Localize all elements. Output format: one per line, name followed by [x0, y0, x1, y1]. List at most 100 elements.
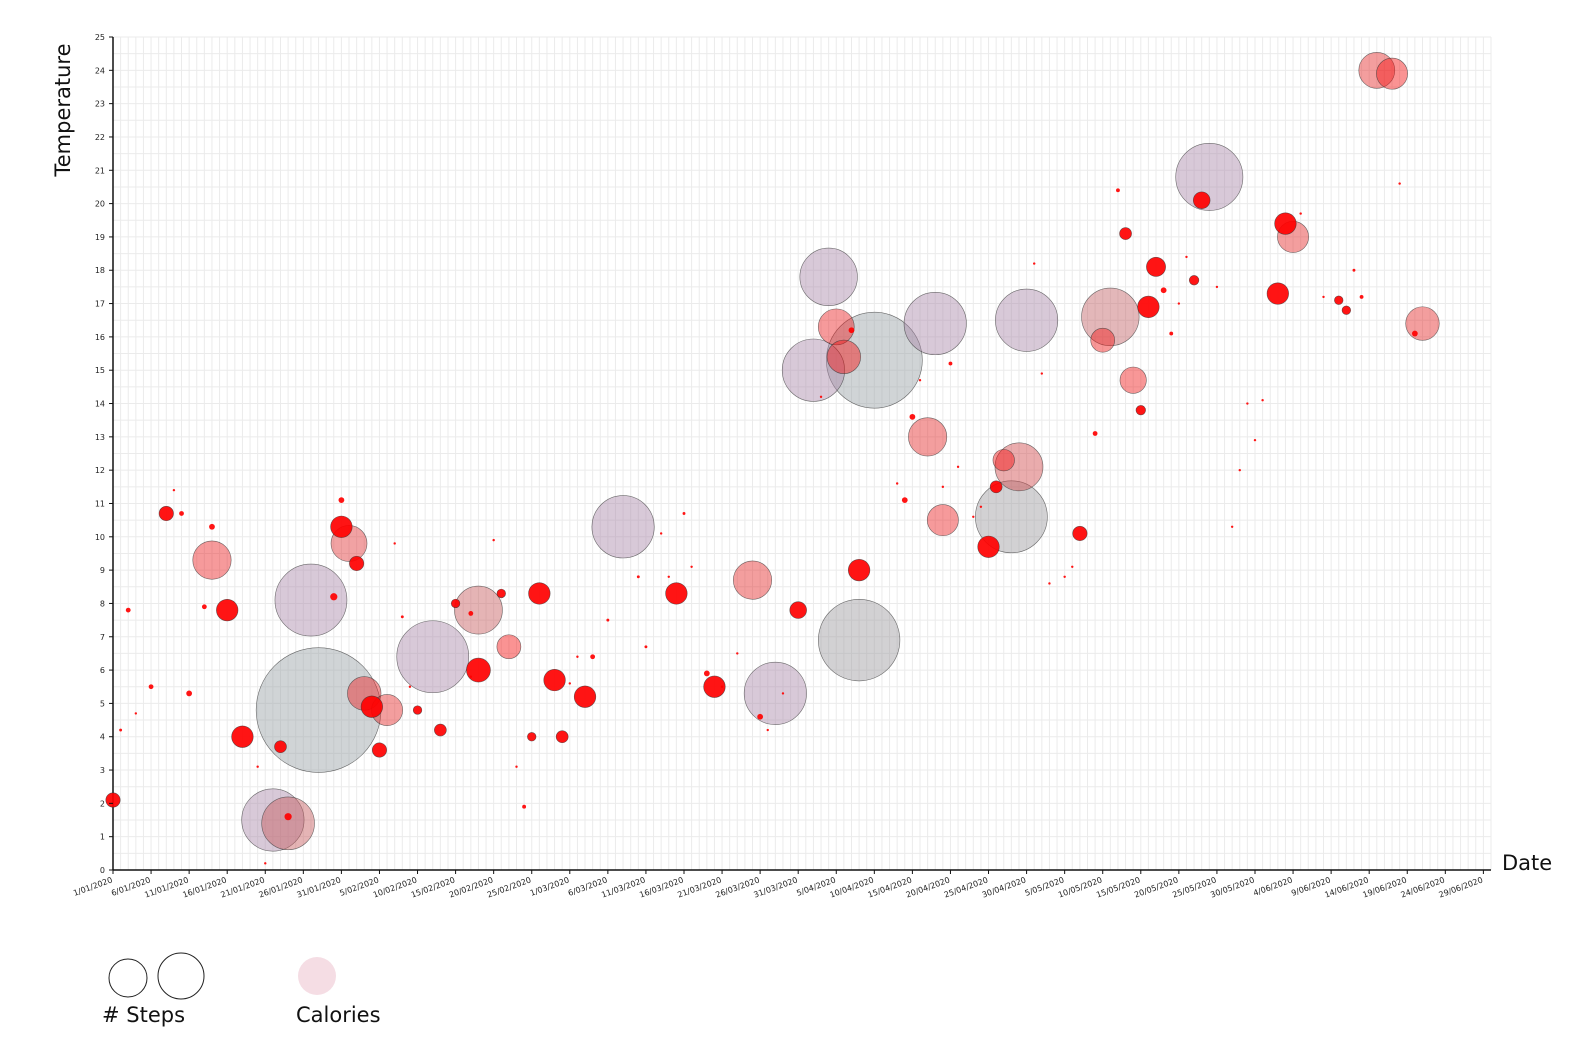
bubble-point	[264, 862, 267, 865]
y-tick-label: 7	[100, 633, 105, 642]
bubble-point	[1048, 582, 1051, 585]
y-tick-label: 8	[100, 599, 105, 608]
bubble-point	[1411, 330, 1418, 337]
bubble-point	[1405, 306, 1440, 341]
bubble-point	[956, 465, 960, 469]
legend-steps-label: # Steps	[102, 1003, 185, 1027]
y-tick-label: 19	[95, 233, 105, 242]
bubble-point	[172, 488, 176, 492]
bubble-point	[1341, 305, 1351, 315]
x-tick-label: 31/03/2020	[752, 875, 798, 899]
bubble-point	[396, 620, 470, 694]
bubbles	[105, 52, 1440, 865]
y-tick-label: 10	[95, 533, 105, 542]
bubble-point	[360, 695, 383, 718]
bubble-point	[468, 611, 474, 616]
bubble-point	[979, 505, 983, 509]
bubble-point	[1398, 182, 1401, 185]
bubble-point	[636, 575, 640, 579]
bubble-point	[918, 378, 922, 382]
bubble-point	[1215, 285, 1219, 289]
bubble-point	[789, 601, 807, 619]
bubble-point	[690, 565, 693, 568]
bubble-point	[158, 505, 174, 521]
bubble-point	[274, 563, 348, 637]
bubble-point	[1071, 565, 1074, 568]
bubble-point	[682, 512, 686, 515]
bubble-point	[1033, 262, 1036, 265]
bubble-point	[1169, 331, 1174, 336]
y-tick-label: 14	[95, 400, 105, 409]
bubble-point	[989, 480, 1003, 494]
bubble-point	[338, 497, 345, 504]
bubble-point	[496, 588, 506, 599]
bubble-point	[1119, 366, 1147, 394]
bubble-point	[1119, 227, 1132, 240]
bubble-point	[926, 504, 959, 537]
bubble-point	[1359, 294, 1364, 299]
legend: # Steps Calories	[102, 952, 381, 1027]
x-tick-label: 30/05/2020	[1209, 875, 1255, 899]
y-tick-labels: 0123456789101112131415161718192021222324…	[95, 33, 113, 875]
bubble-point	[1146, 257, 1166, 277]
bubble-point	[659, 532, 663, 535]
bubble-point	[941, 485, 945, 489]
bubble-point	[975, 480, 1048, 554]
bubble-point	[667, 575, 670, 578]
bubble-point	[848, 327, 855, 334]
bubble-point	[231, 725, 254, 748]
bubble-point	[186, 690, 193, 697]
x-tick-label: 1/01/2020	[72, 875, 114, 897]
bubble-point	[105, 792, 121, 808]
bubble-point	[330, 593, 338, 601]
x-tick-label: 4/06/2020	[1252, 875, 1294, 897]
bubble-point	[134, 712, 138, 715]
bubble-point	[895, 482, 899, 485]
y-tick-label: 22	[95, 133, 105, 142]
bubble-point	[757, 713, 764, 720]
bubble-point	[568, 682, 571, 685]
y-tick-label: 9	[100, 566, 105, 575]
bubble-point	[1063, 575, 1066, 578]
x-tick-label: 29/06/2020	[1438, 875, 1484, 899]
legend-steps-small-circle	[108, 958, 148, 998]
bubble-point	[901, 497, 908, 504]
bubble-point	[256, 765, 259, 768]
legend-calories-label: Calories	[296, 1003, 381, 1027]
bubble-point	[209, 523, 215, 530]
bubble-point	[527, 732, 537, 742]
bubble-point	[573, 685, 597, 708]
y-tick-label: 18	[95, 266, 105, 275]
y-tick-label: 13	[95, 433, 105, 442]
bubble-point	[408, 685, 412, 688]
y-tick-label: 20	[95, 200, 105, 209]
bubble-point	[1230, 525, 1234, 529]
bubble-point	[1238, 468, 1241, 472]
bubble-point	[977, 535, 1000, 558]
bubble-point	[555, 730, 569, 744]
bubble-point	[1376, 57, 1408, 90]
bubble-point	[703, 675, 726, 698]
bubble-point	[371, 742, 387, 758]
bubble-point	[1040, 372, 1044, 375]
bubble-point	[781, 692, 785, 695]
y-tick-label: 3	[100, 766, 105, 775]
bubble-point	[590, 654, 596, 660]
bubble-point	[1185, 255, 1188, 259]
bubble-point	[496, 634, 522, 660]
y-tick-label: 12	[95, 466, 105, 475]
bubble-point	[1090, 327, 1116, 353]
bubble-point	[1177, 302, 1181, 305]
bubble-point	[781, 338, 845, 402]
bubble-point	[1116, 188, 1120, 193]
x-tick-label: 30/04/2020	[981, 875, 1027, 899]
axes	[112, 37, 1491, 871]
x-tick-label: 1/03/2020	[529, 875, 571, 897]
bubble-point	[492, 538, 495, 542]
bubble-point	[903, 292, 967, 356]
bubble-point	[148, 684, 154, 690]
bubble-point	[799, 247, 858, 307]
bubble-point	[819, 395, 823, 399]
x-axis-title: Date	[1502, 851, 1552, 875]
